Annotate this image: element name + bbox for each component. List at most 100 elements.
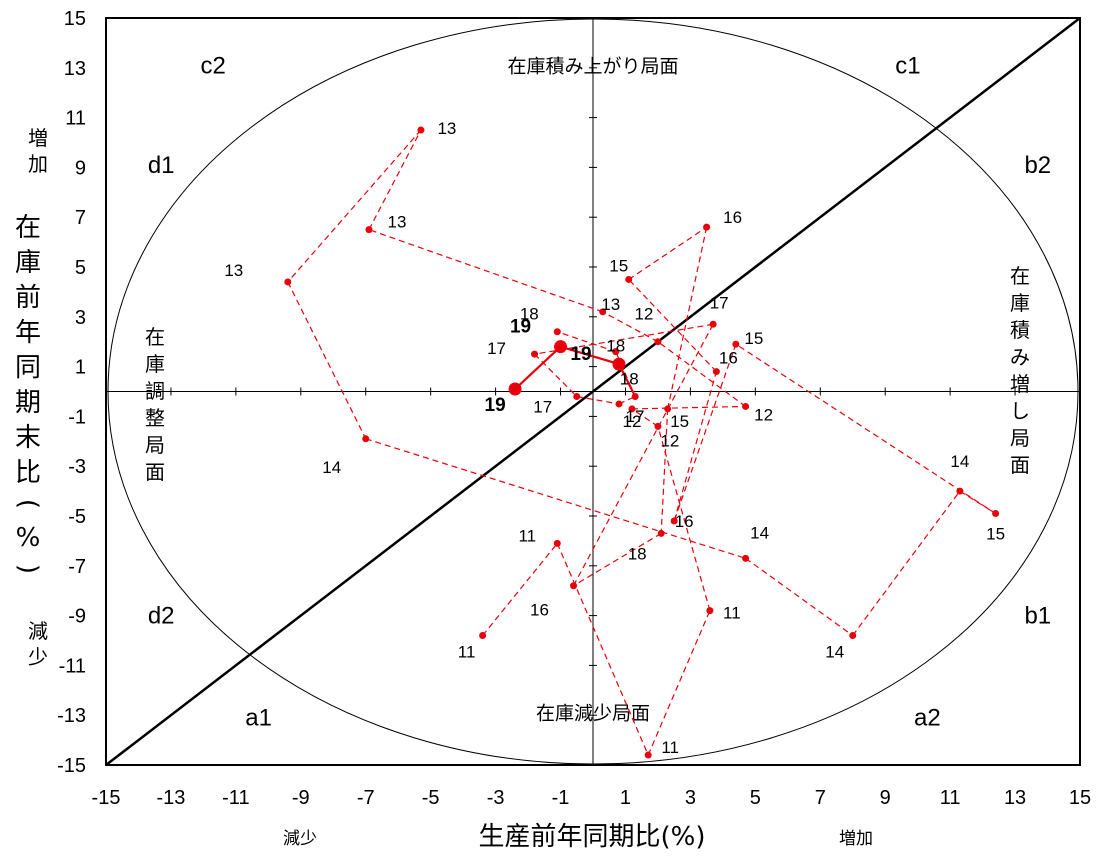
x-tick-label: 1 (620, 787, 631, 809)
history-point (706, 607, 714, 615)
history-point-label: 15 (744, 329, 763, 348)
history-point (417, 126, 425, 134)
y-axis-label-char: 同 (15, 353, 41, 383)
history-segment (482, 543, 558, 636)
history-segment (287, 281, 367, 440)
y-tick-label: 3 (75, 307, 86, 329)
y-axis-label-char: % (16, 523, 41, 553)
y-tick-labels: 15 13 11 9 7 5 3 1 -1 -3 -5 -7 -9 -11 -13 -15 (57, 8, 86, 777)
quadrant-label-a1: a1 (245, 705, 272, 732)
history-point (654, 338, 662, 346)
phase-right-char: 増 (1010, 372, 1030, 396)
history-point-label: 15 (670, 412, 689, 431)
x-tick-labels: -15 -13 -11 -9 -7 -5 -3 -1 1 3 5 7 9 11 13 15 (92, 787, 1092, 809)
y-axis-label-char: ) (13, 564, 43, 574)
history-point-label: 17 (533, 397, 552, 416)
y-tick-label: -15 (57, 755, 86, 777)
history-point (644, 751, 652, 759)
history-point (570, 582, 578, 590)
history-point (553, 539, 561, 547)
y-axis-label-char: 前 (15, 283, 41, 313)
phase-right-char: 局 (1010, 426, 1030, 450)
y-tick-label: -13 (57, 705, 86, 727)
history-segment (287, 129, 422, 283)
history-segment (602, 311, 659, 343)
quadrant-label-b1: b1 (1024, 603, 1051, 630)
history-point-label: 11 (518, 526, 536, 545)
y-tick-label: 11 (65, 108, 86, 130)
history-point-label: 16 (719, 349, 738, 368)
history-segment (667, 227, 708, 410)
history-segment (657, 341, 746, 407)
x-tick-label: -1 (552, 787, 570, 809)
history-point (362, 435, 370, 443)
history-segment (576, 395, 620, 405)
history-point-label: 14 (950, 452, 969, 471)
history-point (628, 405, 636, 413)
diagonal-line-layer (105, 17, 1081, 766)
x-tick-label: 5 (750, 787, 761, 809)
y-axis-label-char: 比 (15, 458, 41, 488)
history-point-label: 14 (825, 643, 844, 662)
phase-right-char: 在 (1010, 264, 1030, 288)
phase-left-char: 庫 (145, 352, 165, 376)
x-tick-label: 9 (880, 787, 891, 809)
y-tick-label: 5 (75, 257, 86, 279)
history-point (712, 368, 720, 376)
phase-left-char: 整 (145, 406, 165, 430)
phase-right-char: 積 (1010, 318, 1030, 342)
recent-series-points (508, 340, 626, 396)
history-segment (557, 331, 616, 353)
x-tick-label: 11 (940, 787, 961, 809)
y-direction-decrease-char: 少 (28, 645, 48, 669)
history-segment (745, 557, 854, 637)
y-axis-label-char: 在 (15, 213, 41, 243)
recent-point (554, 340, 568, 354)
history-point (849, 632, 857, 640)
quadrant-label-c2: c2 (200, 52, 225, 79)
history-segment (368, 129, 422, 230)
phase-left-char: 面 (145, 460, 165, 484)
history-point-label: 12 (622, 412, 641, 431)
history-point (612, 348, 620, 356)
y-tick-label: 1 (75, 357, 86, 379)
phase-right-char: 面 (1010, 453, 1030, 477)
y-axis-label-char: 庫 (15, 248, 41, 278)
history-segment (573, 532, 662, 587)
x-tick-label: -7 (357, 787, 375, 809)
x-tick-label: -9 (292, 787, 310, 809)
y-axis-label-char: 末 (15, 423, 41, 453)
y-axis-label-char: 期 (15, 388, 41, 418)
x-direction-decrease: 減少 (283, 829, 317, 849)
history-point (365, 226, 373, 234)
history-point-label: 12 (634, 305, 653, 324)
history-point (709, 320, 717, 328)
history-point (553, 328, 561, 336)
history-point-label: 13 (437, 119, 456, 138)
history-segment (852, 490, 961, 636)
history-point-label: 11 (458, 643, 476, 662)
history-point-label: 18 (620, 369, 639, 388)
history-segment (673, 343, 737, 522)
quadrant-label-c1: c1 (895, 52, 920, 79)
x-tick-label: -11 (222, 787, 249, 809)
y-direction-increase-char: 加 (28, 152, 48, 176)
phase-left-char: 在 (145, 325, 165, 349)
history-point-label: 16 (530, 601, 549, 620)
history-point-label: 18 (520, 305, 539, 324)
history-point (657, 529, 665, 537)
x-tick-label: -3 (487, 787, 505, 809)
x-tick-label: -15 (92, 787, 121, 809)
recent-segment (514, 345, 562, 390)
history-point (531, 350, 539, 358)
phase-label-bottom: 在庫減少局面 (536, 703, 650, 725)
history-point (654, 422, 662, 430)
history-point (284, 278, 292, 286)
quadrant-label-a2: a2 (914, 705, 941, 732)
history-segment (735, 343, 996, 515)
phase-label-top: 在庫積み上がり局面 (507, 55, 678, 77)
y-direction-increase-char: 増 (28, 126, 48, 150)
